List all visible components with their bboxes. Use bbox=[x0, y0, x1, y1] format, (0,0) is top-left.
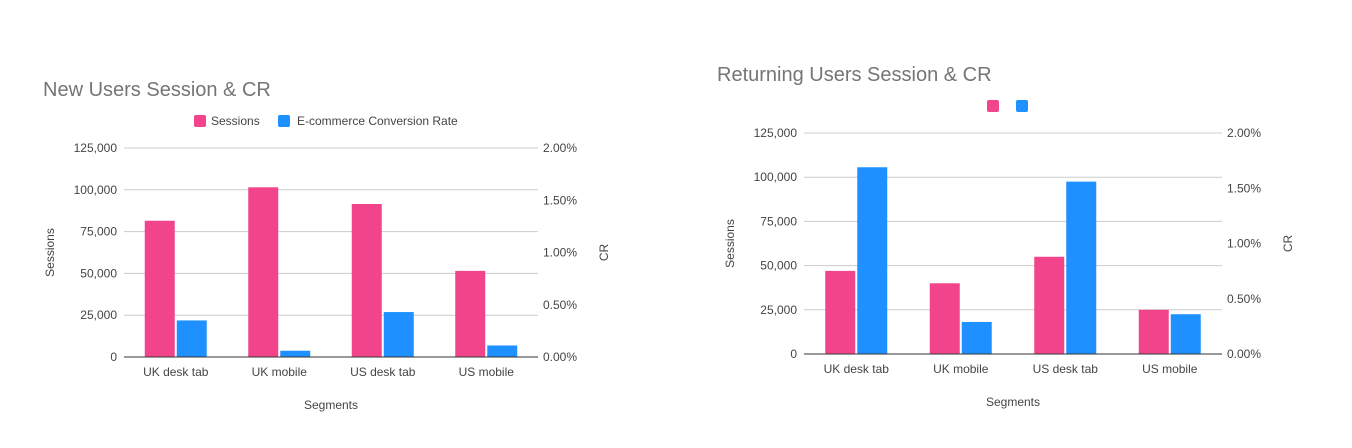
y2-tick-label: 2.00% bbox=[1227, 126, 1261, 140]
bar-sessions-1 bbox=[248, 187, 279, 357]
y-tick-label: 50,000 bbox=[760, 259, 797, 273]
y2-tick-label: 1.00% bbox=[1227, 237, 1261, 251]
y2-tick-label: 0.50% bbox=[543, 298, 577, 312]
y2-tick-label: 1.50% bbox=[543, 193, 577, 207]
y2-tick-label: 0.00% bbox=[543, 350, 577, 364]
x-tick-label: US mobile bbox=[1142, 362, 1198, 376]
x-tick-label: US desk tab bbox=[350, 365, 416, 379]
y2-tick-label: 1.50% bbox=[1227, 181, 1261, 195]
legend-swatch-cr bbox=[278, 115, 290, 127]
bar-cr-1 bbox=[280, 350, 311, 357]
x-tick-label: US mobile bbox=[459, 365, 515, 379]
y-tick-label: 100,000 bbox=[74, 183, 118, 197]
y2-tick-label: 1.00% bbox=[543, 246, 577, 260]
y-tick-label: 25,000 bbox=[80, 308, 117, 322]
y2-tick-label: 0.00% bbox=[1227, 347, 1261, 361]
returning-users-chart: Returning Users Session & CR 0 25,000 50,00… bbox=[717, 64, 1295, 409]
y-tick-label: 0 bbox=[110, 350, 117, 364]
x-tick-label: US desk tab bbox=[1033, 362, 1099, 376]
x-axis-title: Segments bbox=[304, 398, 358, 412]
y-tick-label: 100,000 bbox=[754, 170, 798, 184]
bar-sessions-2 bbox=[1034, 256, 1065, 354]
legend-swatch-cr bbox=[1016, 100, 1028, 112]
x-tick-label: UK desk tab bbox=[143, 365, 209, 379]
y-tick-label: 125,000 bbox=[74, 141, 118, 155]
bar-cr-3 bbox=[487, 345, 518, 357]
bar-sessions-0 bbox=[144, 220, 175, 357]
y2-tick-label: 0.50% bbox=[1227, 292, 1261, 306]
y-axis-title: Sessions bbox=[723, 219, 737, 268]
y-tick-label: 75,000 bbox=[80, 225, 117, 239]
bar-cr-2 bbox=[1066, 181, 1097, 354]
bar-sessions-3 bbox=[1138, 309, 1169, 354]
bar-sessions-3 bbox=[455, 270, 486, 357]
y-tick-label: 25,000 bbox=[760, 303, 797, 317]
y2-axis-title: CR bbox=[1281, 235, 1295, 253]
x-tick-label: UK desk tab bbox=[824, 362, 890, 376]
y-tick-label: 0 bbox=[790, 347, 797, 361]
bar-cr-0 bbox=[857, 167, 888, 354]
new-users-chart: New Users Session & CR Sessions E-commerce… bbox=[43, 79, 611, 412]
y-axis-title: Sessions bbox=[43, 228, 57, 277]
legend-label: E-commerce Conversion Rate bbox=[297, 114, 458, 128]
bar-cr-0 bbox=[176, 320, 207, 357]
legend-label: Sessions bbox=[211, 114, 260, 128]
y-tick-label: 125,000 bbox=[754, 126, 798, 140]
chart-title: Returning Users Session & CR bbox=[717, 64, 992, 86]
bar-cr-3 bbox=[1170, 314, 1201, 354]
bar-cr-1 bbox=[961, 321, 992, 354]
x-tick-label: UK mobile bbox=[933, 362, 989, 376]
legend-swatch-sessions bbox=[194, 115, 206, 127]
y-tick-label: 75,000 bbox=[760, 214, 797, 228]
bar-sessions-2 bbox=[351, 204, 382, 357]
chart-title: New Users Session & CR bbox=[43, 79, 271, 101]
y2-tick-label: 2.00% bbox=[543, 141, 577, 155]
legend-swatch-sessions bbox=[987, 100, 999, 112]
y2-axis-title: CR bbox=[597, 244, 611, 262]
x-tick-label: UK mobile bbox=[252, 365, 308, 379]
bar-sessions-0 bbox=[825, 270, 856, 354]
bar-cr-2 bbox=[383, 312, 414, 357]
bar-sessions-1 bbox=[929, 283, 960, 354]
x-axis-title: Segments bbox=[986, 395, 1040, 409]
y-tick-label: 50,000 bbox=[80, 266, 117, 280]
